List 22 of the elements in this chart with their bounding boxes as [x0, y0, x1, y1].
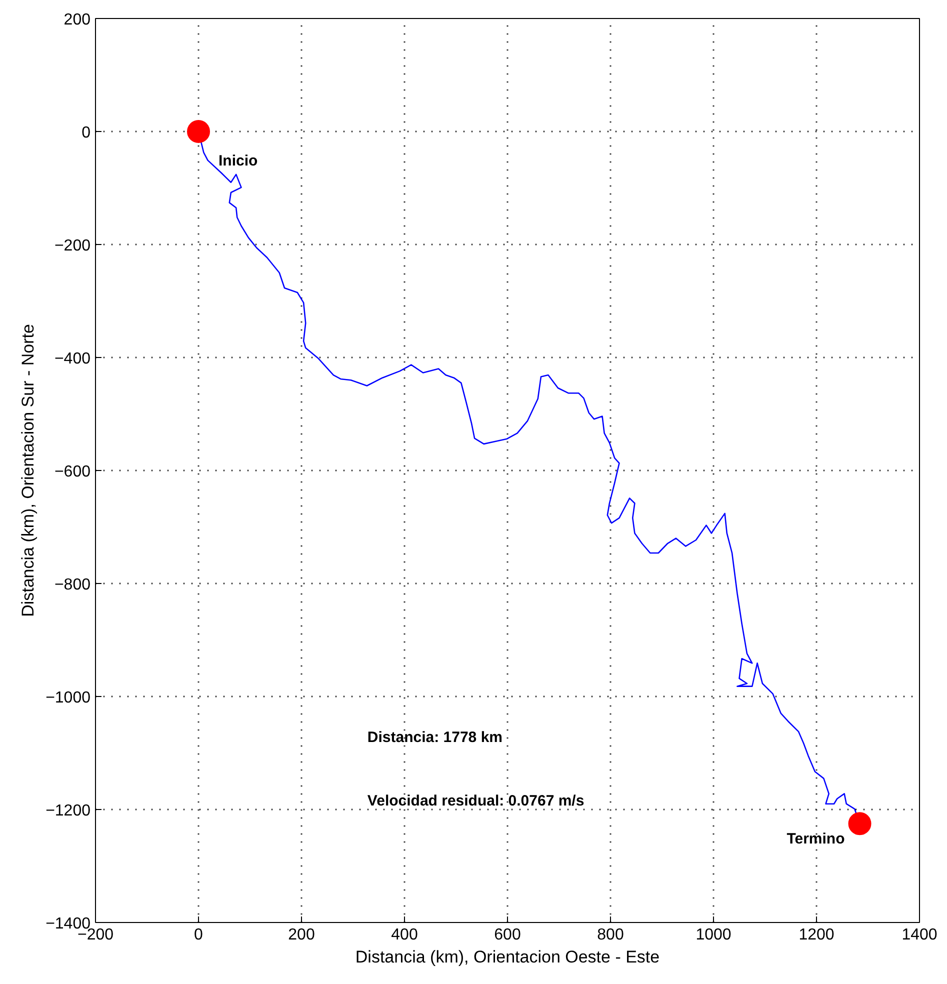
- x-tick-label: 800: [597, 926, 624, 944]
- y-axis-title: Distancia (km), Orientacion Sur - Norte: [18, 324, 38, 617]
- x-tick-label: 1200: [798, 926, 834, 944]
- y-tick-label: −1200: [46, 802, 91, 820]
- x-tick-label: 1400: [902, 926, 938, 944]
- y-tick-label: 0: [82, 124, 91, 142]
- x-tick-label: 600: [494, 926, 521, 944]
- y-tick-label: −600: [54, 464, 91, 480]
- y-tick-label: −400: [54, 350, 91, 368]
- annotation: Termino: [786, 830, 845, 848]
- y-tick-label: −1000: [46, 690, 91, 706]
- x-axis-title: Distancia (km), Orientacion Oeste - Este: [355, 948, 660, 966]
- y-tick-label: 200: [64, 12, 91, 28]
- x-tick-label: 200: [288, 926, 315, 944]
- annotation: Inicio: [218, 152, 258, 170]
- annotation: Velocidad residual: 0.0767 m/s: [367, 792, 584, 810]
- x-tick-label: 0: [194, 926, 204, 944]
- y-tick-label: −200: [54, 238, 91, 254]
- x-tick-label: 1000: [696, 926, 732, 944]
- x-tick-label: 400: [391, 926, 418, 944]
- y-tick-label: −800: [54, 576, 91, 594]
- annotation: Distancia: 1778 km: [367, 729, 502, 746]
